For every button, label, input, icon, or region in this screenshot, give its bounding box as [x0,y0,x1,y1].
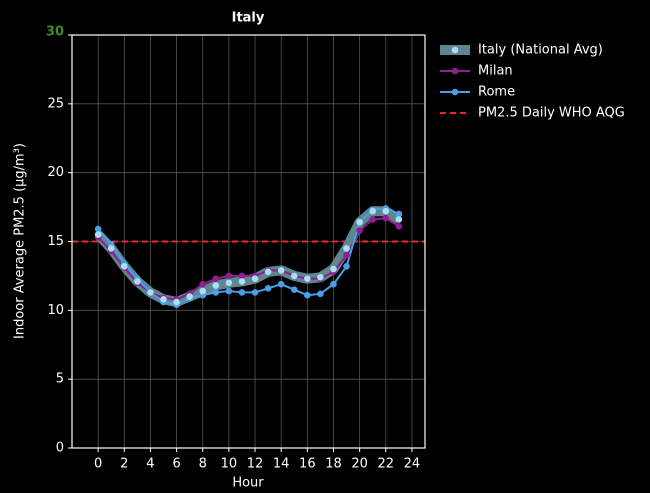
data-point [94,225,102,233]
data-point [264,285,272,292]
data-point [317,273,324,281]
data-point [343,262,350,270]
data-point [304,291,311,299]
data-point [225,287,233,295]
data-point [238,289,246,296]
y-tick-label: 10 [47,303,64,318]
data-point [120,262,128,270]
x-tick-label: 18 [325,457,342,472]
y-tick-label: 30 [46,25,64,40]
x-tick-label: 4 [146,457,154,472]
data-point [369,207,377,215]
legend-label: PM2.5 Daily WHO AQG [478,106,625,121]
data-point [382,207,390,215]
data-point [186,293,193,300]
data-point [382,214,390,222]
legend-marker [451,67,459,75]
data-point [395,216,403,223]
y-tick-label: 5 [56,372,64,387]
data-point [369,216,377,223]
x-tick-label: 8 [199,457,207,472]
data-point [173,298,180,306]
data-point [147,289,154,296]
data-point [304,275,311,282]
legend-marker [451,46,459,54]
data-point [212,275,220,282]
data-point [330,280,337,288]
data-point [395,223,403,230]
y-tick-label: 0 [56,441,64,456]
data-point [343,251,350,259]
y-axis-label: Indoor Average PM2.5 (μg/m³) [13,143,28,339]
data-point [330,265,337,273]
data-point [134,278,141,285]
data-point [238,272,246,280]
x-tick-label: 24 [404,457,421,472]
data-point [238,278,246,285]
x-tick-label: 0 [94,457,102,472]
data-point [107,245,115,252]
data-point [251,275,259,282]
data-point [317,290,324,298]
y-tick-label: 25 [47,96,64,111]
plot-frame [71,34,426,449]
x-tick-label: 22 [378,457,395,472]
data-point [160,296,167,303]
data-point [290,286,298,293]
data-point [225,279,233,287]
data-point [251,289,259,296]
x-tick-label: 6 [172,457,180,472]
x-tick-label: 12 [247,457,264,472]
data-point [199,287,207,295]
legend-label: Italy (National Avg) [478,43,603,58]
x-axis-label: Hour [232,476,264,491]
data-point [277,280,285,288]
x-tick-label: 10 [221,457,238,472]
x-tick-label: 16 [299,457,316,472]
data-point [343,245,350,252]
x-tick-label: 2 [120,457,128,472]
data-point [225,272,233,280]
data-point [356,218,363,226]
data-point [356,227,363,234]
data-point [94,231,102,238]
x-tick-label: 14 [273,457,290,472]
x-tick-label: 20 [351,457,368,472]
chart-title: Italy [232,11,265,26]
data-point [212,282,220,289]
data-point [212,289,220,296]
data-point [277,267,285,274]
legend-label: Milan [478,64,513,79]
data-point [290,272,298,280]
legend-marker [451,88,459,96]
legend-label: Rome [478,85,515,100]
data-point [395,210,403,218]
y-tick-label: 20 [47,165,64,180]
series-band [94,206,402,308]
y-tick-label: 15 [47,234,64,249]
data-point [199,280,207,288]
data-point [264,268,272,276]
